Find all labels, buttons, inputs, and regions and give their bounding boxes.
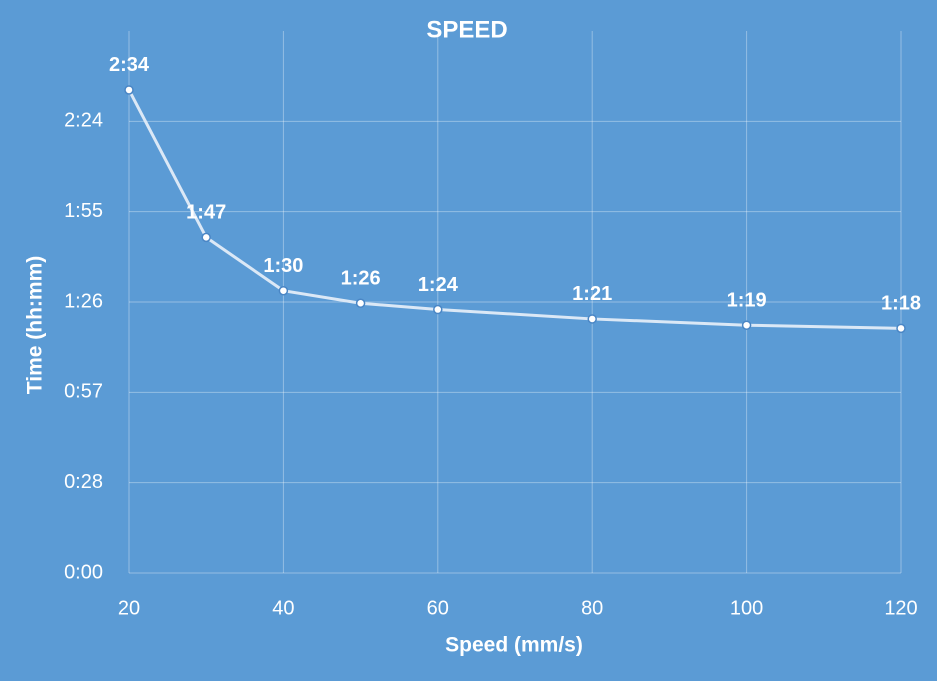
marker <box>896 323 906 334</box>
x-tick-label: 20 <box>118 597 140 619</box>
x-tick-label: 60 <box>427 597 449 619</box>
value-label: 1:47 <box>186 202 226 224</box>
value-label: 1:26 <box>341 268 381 290</box>
y-tick-label: 0:28 <box>64 471 103 493</box>
marker <box>587 314 597 324</box>
line <box>127 89 902 330</box>
y-tick-label: 1:26 <box>64 290 103 312</box>
marker <box>124 85 134 95</box>
value-label: 1:30 <box>263 255 303 277</box>
value-label: 1:24 <box>418 274 459 296</box>
value-label: 1:19 <box>727 289 767 311</box>
x-tick-label: 120 <box>884 597 917 619</box>
x-tick-label: 80 <box>581 597 603 619</box>
value-label: 1:18 <box>881 293 921 315</box>
marker <box>278 285 289 296</box>
x-tick-label: 40 <box>272 597 294 619</box>
value-label: 1:21 <box>572 283 612 305</box>
marker <box>355 298 366 309</box>
y-tick-label: 1:55 <box>64 200 103 222</box>
value-label: 2:34 <box>109 54 150 76</box>
y-tick-label: 0:00 <box>64 561 103 583</box>
y-tick-label: 0:57 <box>64 381 103 403</box>
marker <box>433 304 443 315</box>
marker <box>741 320 752 330</box>
y-axis-label: Time (hh:mm) <box>24 256 47 394</box>
x-axis-label: Speed (mm/s) <box>445 634 583 657</box>
marker <box>201 232 211 243</box>
chart-title: SPEED <box>426 16 507 43</box>
x-tick-label: 100 <box>730 597 763 619</box>
y-tick-label: 2:24 <box>64 110 103 132</box>
